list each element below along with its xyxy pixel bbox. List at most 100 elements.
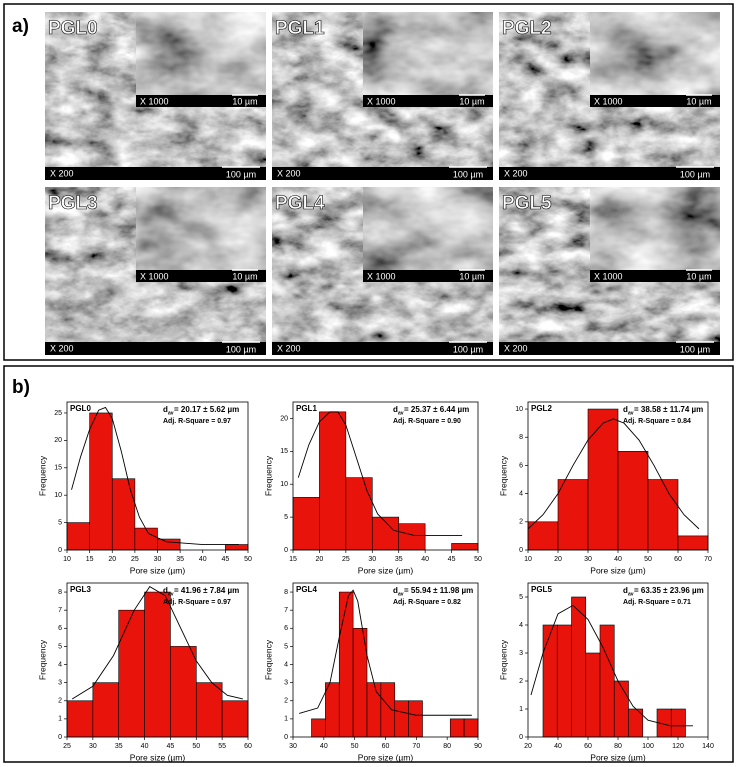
x-tick-label: 30 [154, 556, 162, 563]
x-tick-label: 20 [108, 556, 116, 563]
y-tick-label: 1 [284, 716, 288, 723]
bar [66, 700, 94, 738]
bar [292, 497, 320, 551]
bar [134, 527, 158, 551]
x-tick-label: 40 [141, 743, 149, 750]
inset-scale-label: 10 µm [686, 96, 711, 106]
y-tick-label: 4 [284, 661, 288, 668]
fit-subscript: av [628, 410, 634, 416]
fit-symbol: d [623, 405, 628, 414]
chart-title: PGL5 [531, 585, 552, 594]
y-tick-label: 10 [515, 406, 523, 413]
x-tick-label: 10 [524, 556, 532, 563]
fit-mean: = 20.17 ± 5.62 µm [174, 405, 239, 414]
bar [325, 682, 340, 738]
magnification: X 200 [504, 343, 528, 353]
y-tick-label: 3 [58, 679, 62, 686]
panel-label: a) [12, 16, 29, 37]
fit-curve [527, 418, 700, 530]
fit-subscript: av [398, 410, 404, 416]
x-axis-label: Pore size (µm) [590, 752, 646, 762]
y-tick-label: 15 [54, 465, 62, 472]
y-tick-label: 3 [284, 679, 288, 686]
bar [311, 718, 326, 738]
fit-symbol: d [393, 586, 398, 595]
sample-name: PGL1 [275, 18, 325, 39]
y-tick-label: 0 [284, 734, 288, 741]
fit-curve [299, 589, 472, 716]
y-tick-label: 0 [519, 547, 523, 554]
bar [225, 544, 249, 551]
scale-label: 100 µm [680, 169, 710, 179]
x-tick-label: 40 [199, 556, 207, 563]
x-tick-label: 55 [218, 743, 226, 750]
bar [408, 700, 423, 738]
bar [449, 718, 465, 738]
bar [118, 609, 145, 738]
magnification: X 200 [50, 168, 74, 178]
fit-curve [297, 411, 463, 536]
y-tick-label: 4 [519, 490, 523, 497]
inset-magnification: X 1000 [140, 271, 169, 281]
sem-footer [45, 342, 266, 355]
bar [111, 478, 136, 551]
x-tick-label: 30 [368, 556, 376, 563]
y-tick-label: 25 [54, 410, 62, 417]
bar [599, 624, 615, 738]
sem-inset [135, 11, 267, 108]
sem-footer [499, 167, 720, 180]
y-axis-label: Frequency [263, 455, 273, 496]
x-tick-label: 40 [554, 743, 562, 750]
x-tick-label: 80 [614, 743, 622, 750]
bar [195, 682, 223, 738]
inset-scale-label: 10 µm [459, 271, 484, 281]
y-axis-label: Frequency [263, 639, 273, 680]
fit-r-square: Adj. R-Square = 0.97 [163, 418, 231, 425]
x-tick-label: 40 [614, 556, 622, 563]
x-tick-label: 45 [167, 743, 175, 750]
fit-subscript: av [168, 591, 174, 597]
y-tick-label: 8 [519, 434, 523, 441]
chart-title: PGL2 [531, 404, 552, 413]
y-tick-label: 8 [58, 589, 62, 596]
x-tick-label: 50 [644, 556, 652, 563]
fit-symbol: d [623, 586, 628, 595]
y-tick-label: 7 [284, 607, 288, 614]
fit-symbol: d [163, 405, 168, 414]
scale-label: 100 µm [226, 169, 256, 179]
sem-footer [499, 342, 720, 355]
x-tick-label: 50 [244, 556, 252, 563]
fit-subscript: av [168, 410, 174, 416]
x-tick-label: 60 [244, 743, 252, 750]
inset-magnification: X 1000 [140, 96, 169, 106]
fit-r-square: Adj. R-Square = 0.90 [393, 418, 461, 425]
x-tick-label: 100 [642, 743, 654, 750]
fit-symbol: d [163, 586, 168, 595]
bar [527, 521, 559, 551]
inset-magnification: X 1000 [594, 96, 623, 106]
sample-name: PGL2 [502, 18, 552, 39]
sample-name: PGL4 [275, 193, 325, 214]
bar [463, 718, 479, 738]
inset-footer [363, 270, 493, 282]
fit-r-square: Adj. R-Square = 0.84 [623, 418, 691, 425]
bar [394, 700, 409, 738]
y-tick-label: 10 [280, 481, 288, 488]
x-tick-label: 50 [351, 743, 359, 750]
y-tick-label: 4 [58, 661, 62, 668]
bar [66, 522, 90, 551]
chart-title: PGL1 [296, 404, 317, 413]
y-tick-label: 0 [519, 734, 523, 741]
chart-title: PGL4 [296, 585, 317, 594]
y-tick-label: 5 [284, 643, 288, 650]
y-tick-label: 1 [519, 706, 523, 713]
x-tick-label: 45 [221, 556, 229, 563]
bar [557, 479, 589, 551]
x-tick-label: 35 [395, 556, 403, 563]
bar [647, 479, 679, 551]
bar [345, 477, 373, 551]
y-tick-label: 2 [284, 698, 288, 705]
x-tick-label: 60 [674, 556, 682, 563]
x-axis-label: Pore size (µm) [590, 565, 646, 575]
x-tick-label: 20 [524, 743, 532, 750]
